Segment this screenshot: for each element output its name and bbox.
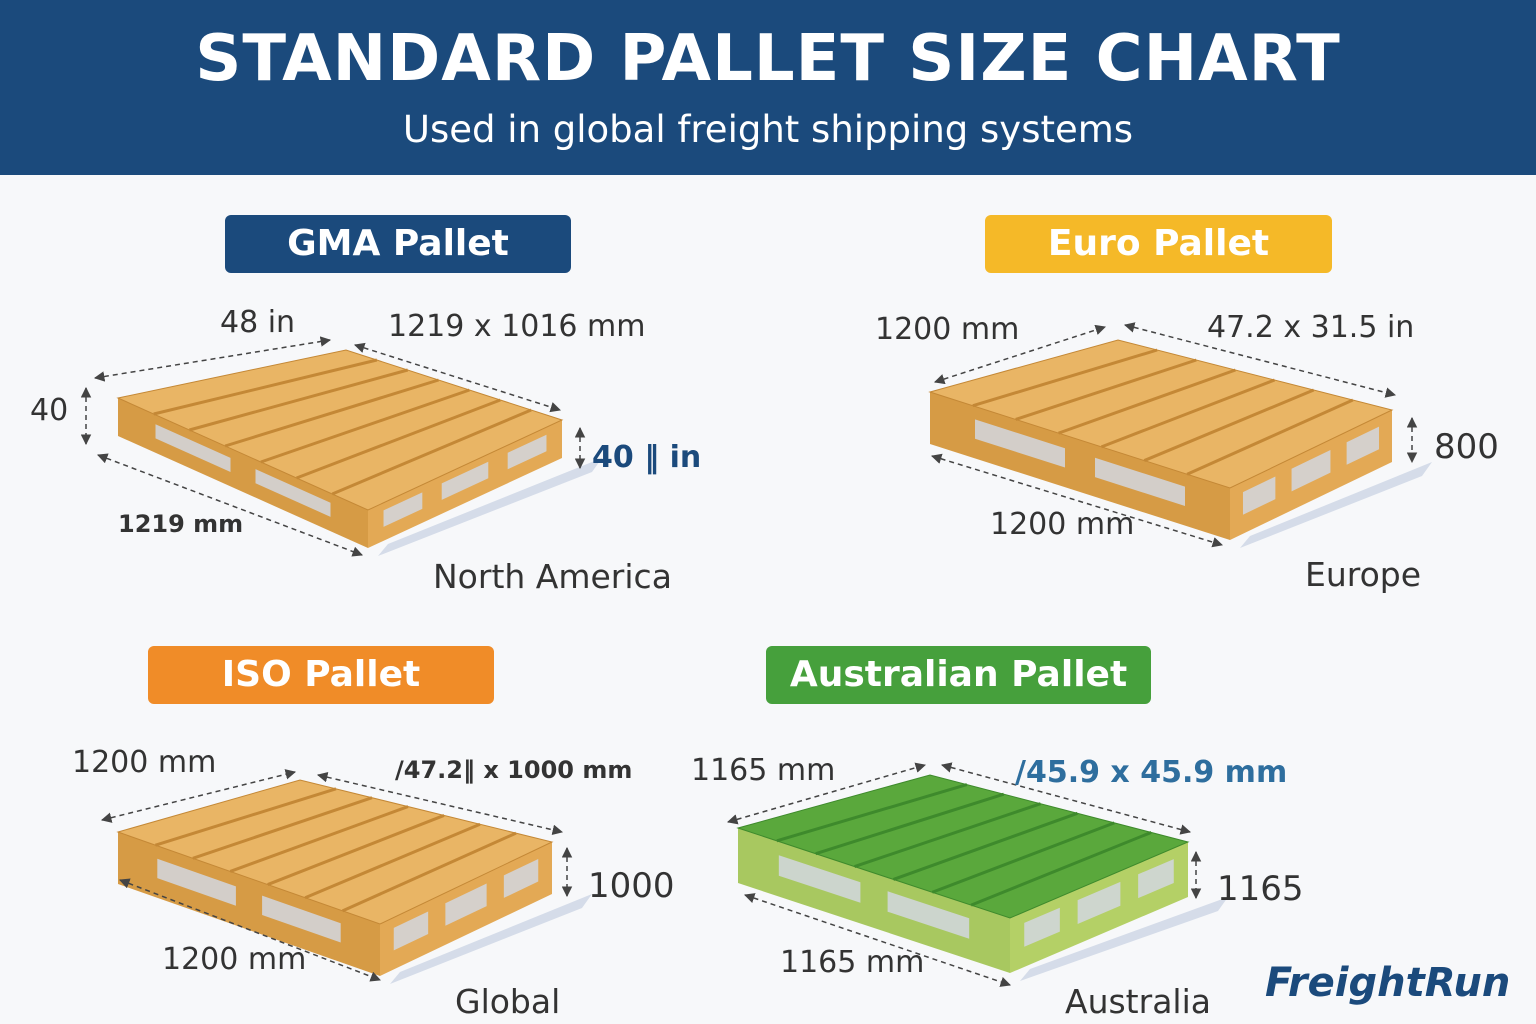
gma-shadow [378, 458, 602, 556]
iso-opening-2 [503, 858, 539, 898]
euro-length-mm-label: 1200 mm [875, 312, 1020, 347]
euro-bottom-mm-label: 1200 mm [990, 507, 1135, 542]
iso-size-label: /47.2‖ x 1000 mm [395, 756, 633, 784]
aus-length-mm-label: 1165 mm [691, 753, 836, 788]
australian-pallet-badge: Australian Pallet [766, 646, 1151, 704]
aus-dim-top-right [940, 762, 1192, 835]
iso-region-label: Global [455, 982, 561, 1021]
euro-opening-0 [1242, 476, 1276, 515]
freightrun-logo: FreightRun [1265, 960, 1511, 1006]
iso-pallet-badge: ISO Pallet [148, 646, 494, 704]
euro-size-in-label: 47.2 x 31.5 in [1207, 310, 1415, 345]
aus-opening-0 [1024, 907, 1060, 947]
euro-dim-top-right [1123, 322, 1397, 398]
euro-width-label: 800 [1434, 427, 1499, 467]
euro-dim-bottom [930, 453, 1224, 548]
gma-pallet-badge: GMA Pallet [225, 215, 571, 273]
euro-shadow [1240, 462, 1432, 548]
iso-opening-0 [393, 911, 429, 951]
iso-dim-top-right [316, 772, 564, 835]
gma-region-label: North America [433, 557, 672, 596]
aus-bottom-mm-label: 1165 mm [780, 945, 925, 980]
aus-opening-1 [1077, 881, 1121, 924]
page-title: STANDARD PALLET SIZE CHART [195, 22, 1341, 96]
aus-shadow [1020, 897, 1228, 981]
iso-dim-top-left [100, 769, 297, 823]
gma-dim-bottom [97, 453, 363, 557]
page-subtitle: Used in global freight shipping systems [402, 108, 1134, 151]
euro-dim-top-left [934, 324, 1106, 385]
iso-shadow [390, 894, 592, 984]
aus-region-label: Australia [1065, 982, 1211, 1021]
euro-pallet-badge: Euro Pallet [985, 215, 1332, 273]
euro-plank-gap [1143, 388, 1315, 462]
gma-opening-1 [441, 461, 489, 500]
aus-plank-gap [970, 831, 1152, 907]
euro-opening-1 [1291, 450, 1331, 492]
gma-dim-top-left [93, 336, 332, 382]
aus-size-label: /45.9 x 45.9 mm [1015, 755, 1288, 790]
gma-plank-gap [331, 408, 532, 496]
euro-region-label: Europe [1305, 555, 1422, 594]
iso-length-mm-label: 1200 mm [72, 745, 217, 780]
gma-opening-0 [383, 492, 423, 527]
gma-opening-2 [507, 434, 547, 470]
iso-dim-bottom [119, 878, 381, 982]
header-banner: STANDARD PALLET SIZE CHART Used in globa… [0, 0, 1536, 175]
gma-plank-gap [153, 358, 378, 416]
iso-bottom-mm-label: 1200 mm [162, 942, 307, 977]
gma-width-in-label: 40 ‖ in [592, 440, 702, 475]
aus-side-opening-0 [778, 855, 861, 903]
aus-opening-2 [1138, 859, 1174, 899]
iso-opening-1 [445, 883, 487, 926]
gma-length-mm-label: 1219 mm [118, 510, 244, 538]
gma-length-in-label: 48 in [220, 305, 296, 340]
aus-dim-bottom [744, 893, 1011, 987]
iso-width-label: 1000 [588, 866, 675, 906]
gma-size-mm-label: 1219 x 1016 mm [388, 309, 646, 344]
aus-width-label: 1165 [1217, 869, 1304, 909]
aus-dim-top-left [726, 762, 927, 825]
gma-height-label: 40 [30, 393, 69, 428]
euro-opening-2 [1346, 426, 1380, 465]
